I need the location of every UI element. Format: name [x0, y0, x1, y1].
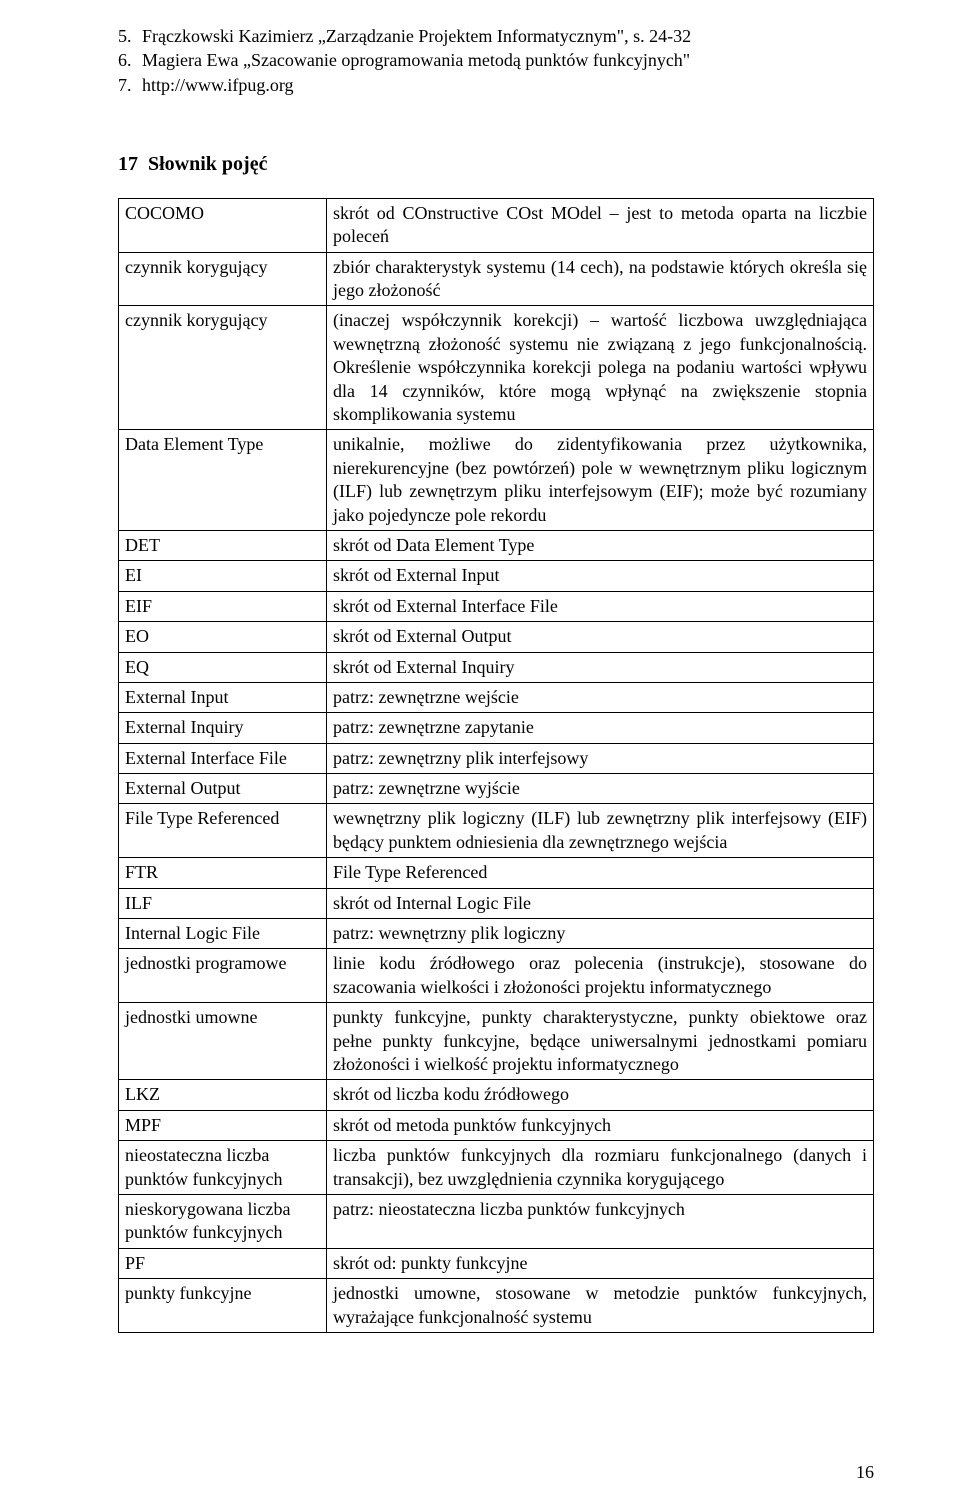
- table-row: External Interface Filepatrz: zewnętrzny…: [119, 743, 874, 773]
- glossary-term: FTR: [119, 858, 327, 888]
- document-page: 5. Frączkowski Kazimierz „Zarządzanie Pr…: [0, 0, 960, 1507]
- section-heading: 17 Słownik pojęć: [118, 153, 874, 176]
- glossary-definition: skrót od liczba kodu źródłowego: [327, 1080, 874, 1110]
- table-row: PFskrót od: punkty funkcyjne: [119, 1248, 874, 1278]
- table-row: COCOMOskrót od COnstructive COst MOdel –…: [119, 198, 874, 252]
- glossary-term: File Type Referenced: [119, 804, 327, 858]
- glossary-term: czynnik korygujący: [119, 306, 327, 430]
- bibliography-list: 5. Frączkowski Kazimierz „Zarządzanie Pr…: [118, 24, 874, 97]
- table-row: Internal Logic Filepatrz: wewnętrzny pli…: [119, 919, 874, 949]
- glossary-definition: patrz: zewnętrzny plik interfejsowy: [327, 743, 874, 773]
- glossary-term: MPF: [119, 1110, 327, 1140]
- table-row: punkty funkcyjnejednostki umowne, stosow…: [119, 1279, 874, 1333]
- glossary-definition: patrz: zewnętrzne wyjście: [327, 774, 874, 804]
- glossary-term: LKZ: [119, 1080, 327, 1110]
- table-row: External Inputpatrz: zewnętrzne wejście: [119, 682, 874, 712]
- glossary-definition: skrót od External Interface File: [327, 591, 874, 621]
- table-row: EOskrót od External Output: [119, 622, 874, 652]
- glossary-definition: skrót od Internal Logic File: [327, 888, 874, 918]
- list-item: 5. Frączkowski Kazimierz „Zarządzanie Pr…: [118, 24, 874, 48]
- table-row: czynnik korygujący(inaczej współczynnik …: [119, 306, 874, 430]
- glossary-definition: skrót od External Inquiry: [327, 652, 874, 682]
- glossary-definition: skrót od Data Element Type: [327, 530, 874, 560]
- glossary-term: DET: [119, 530, 327, 560]
- table-row: ILFskrót od Internal Logic File: [119, 888, 874, 918]
- table-row: czynnik korygującyzbiór charakterystyk s…: [119, 252, 874, 306]
- table-row: EIskrót od External Input: [119, 561, 874, 591]
- list-item-number: 6.: [118, 48, 142, 72]
- table-row: MPFskrót od metoda punktów funkcyjnych: [119, 1110, 874, 1140]
- list-item-number: 7.: [118, 73, 142, 97]
- glossary-definition: skrót od External Output: [327, 622, 874, 652]
- table-row: jednostki programowelinie kodu źródłoweg…: [119, 949, 874, 1003]
- list-item-text: http://www.ifpug.org: [142, 73, 874, 97]
- glossary-term: EQ: [119, 652, 327, 682]
- glossary-term: PF: [119, 1248, 327, 1278]
- glossary-term: Data Element Type: [119, 430, 327, 531]
- glossary-definition: patrz: zewnętrzne zapytanie: [327, 713, 874, 743]
- table-row: FTRFile Type Referenced: [119, 858, 874, 888]
- table-row: File Type Referencedwewnętrzny plik logi…: [119, 804, 874, 858]
- glossary-definition: (inaczej współczynnik korekcji) – wartoś…: [327, 306, 874, 430]
- section-number: 17: [118, 153, 138, 175]
- glossary-definition: skrót od External Input: [327, 561, 874, 591]
- glossary-definition: wewnętrzny plik logiczny (ILF) lub zewnę…: [327, 804, 874, 858]
- glossary-definition: unikalnie, możliwe do zidentyfikowania p…: [327, 430, 874, 531]
- glossary-term: External Interface File: [119, 743, 327, 773]
- glossary-term: Internal Logic File: [119, 919, 327, 949]
- list-item-text: Frączkowski Kazimierz „Zarządzanie Proje…: [142, 24, 874, 48]
- glossary-definition: skrót od metoda punktów funkcyjnych: [327, 1110, 874, 1140]
- glossary-definition: skrót od: punkty funkcyjne: [327, 1248, 874, 1278]
- glossary-definition: patrz: wewnętrzny plik logiczny: [327, 919, 874, 949]
- glossary-term: EIF: [119, 591, 327, 621]
- section-title: Słownik pojęć: [148, 153, 267, 175]
- table-row: EQskrót od External Inquiry: [119, 652, 874, 682]
- glossary-definition: File Type Referenced: [327, 858, 874, 888]
- glossary-term: jednostki umowne: [119, 1003, 327, 1080]
- glossary-table: COCOMOskrót od COnstructive COst MOdel –…: [118, 198, 874, 1333]
- glossary-term: COCOMO: [119, 198, 327, 252]
- list-item-number: 5.: [118, 24, 142, 48]
- table-row: LKZskrót od liczba kodu źródłowego: [119, 1080, 874, 1110]
- table-row: EIFskrót od External Interface File: [119, 591, 874, 621]
- glossary-definition: linie kodu źródłowego oraz polecenia (in…: [327, 949, 874, 1003]
- table-row: Data Element Typeunikalnie, możliwe do z…: [119, 430, 874, 531]
- glossary-term: jednostki programowe: [119, 949, 327, 1003]
- glossary-definition: punkty funkcyjne, punkty charakterystycz…: [327, 1003, 874, 1080]
- table-row: External Inquirypatrz: zewnętrzne zapyta…: [119, 713, 874, 743]
- table-row: nieskorygowana liczba punktów funkcyjnyc…: [119, 1194, 874, 1248]
- glossary-term: EO: [119, 622, 327, 652]
- glossary-term: czynnik korygujący: [119, 252, 327, 306]
- glossary-definition: jednostki umowne, stosowane w metodzie p…: [327, 1279, 874, 1333]
- glossary-term: ILF: [119, 888, 327, 918]
- glossary-term: nieostateczna liczba punktów funkcyjnych: [119, 1141, 327, 1195]
- glossary-definition: zbiór charakterystyk systemu (14 cech), …: [327, 252, 874, 306]
- list-item: 6. Magiera Ewa „Szacowanie oprogramowani…: [118, 48, 874, 72]
- glossary-definition: patrz: nieostateczna liczba punktów funk…: [327, 1194, 874, 1248]
- glossary-term: External Inquiry: [119, 713, 327, 743]
- glossary-term: EI: [119, 561, 327, 591]
- list-item: 7. http://www.ifpug.org: [118, 73, 874, 97]
- glossary-definition: skrót od COnstructive COst MOdel – jest …: [327, 198, 874, 252]
- list-item-text: Magiera Ewa „Szacowanie oprogramowania m…: [142, 48, 874, 72]
- table-row: nieostateczna liczba punktów funkcyjnych…: [119, 1141, 874, 1195]
- glossary-term: External Output: [119, 774, 327, 804]
- table-row: External Outputpatrz: zewnętrzne wyjście: [119, 774, 874, 804]
- glossary-term: nieskorygowana liczba punktów funkcyjnyc…: [119, 1194, 327, 1248]
- glossary-term: External Input: [119, 682, 327, 712]
- glossary-term: punkty funkcyjne: [119, 1279, 327, 1333]
- table-row: jednostki umownepunkty funkcyjne, punkty…: [119, 1003, 874, 1080]
- glossary-definition: patrz: zewnętrzne wejście: [327, 682, 874, 712]
- table-row: DETskrót od Data Element Type: [119, 530, 874, 560]
- page-number: 16: [856, 1462, 874, 1483]
- glossary-definition: liczba punktów funkcyjnych dla rozmiaru …: [327, 1141, 874, 1195]
